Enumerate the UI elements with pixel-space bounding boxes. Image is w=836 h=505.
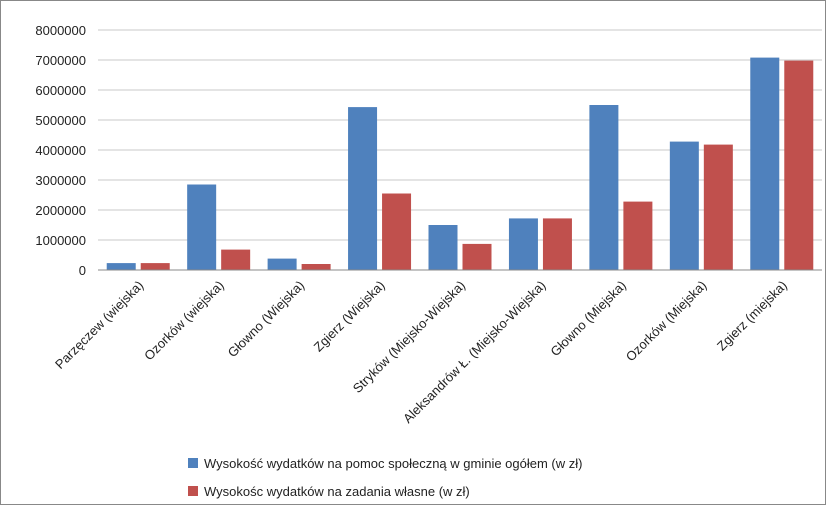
bar-series-2 — [703, 144, 733, 270]
bar-series-1 — [348, 107, 378, 270]
y-tick-label: 0 — [79, 263, 86, 278]
bar-series-2 — [462, 243, 492, 270]
y-axis-tick-labels: 0 1000000 2000000 3000000 4000000 5000000 6000… — [35, 23, 86, 278]
y-tick-label: 4000000 — [35, 143, 86, 158]
y-tick-label: 6000000 — [35, 83, 86, 98]
y-tick-label: 7000000 — [35, 53, 86, 68]
bar-series-1 — [508, 218, 538, 270]
legend-swatch-series-1 — [188, 458, 198, 468]
bar-series-1 — [428, 225, 458, 270]
y-tick-label: 8000000 — [35, 23, 86, 38]
legend-label-series-2: Wysokośc wydatków na zadania własne (w z… — [204, 484, 470, 499]
y-tick-label: 3000000 — [35, 173, 86, 188]
bars — [106, 57, 814, 270]
bar-series-2 — [623, 201, 653, 270]
bar-series-1 — [106, 263, 136, 270]
y-tick-label: 1000000 — [35, 233, 86, 248]
bar-series-2 — [784, 60, 814, 270]
bar-series-2 — [140, 263, 170, 270]
bar-series-2 — [542, 218, 572, 270]
bar-series-1 — [750, 57, 780, 270]
bar-series-2 — [382, 193, 412, 270]
bar-series-2 — [221, 249, 251, 270]
bar-series-1 — [267, 258, 297, 270]
gridlines — [98, 29, 822, 241]
legend-swatch-series-2 — [188, 486, 198, 496]
bar-series-1 — [187, 184, 217, 270]
y-tick-label: 2000000 — [35, 203, 86, 218]
legend: Wysokość wydatków na pomoc społeczną w g… — [188, 456, 582, 499]
bar-series-2 — [301, 264, 331, 270]
bar-series-1 — [669, 141, 699, 270]
legend-label-series-1: Wysokość wydatków na pomoc społeczną w g… — [204, 456, 582, 471]
y-tick-label: 5000000 — [35, 113, 86, 128]
bar-series-1 — [589, 105, 619, 270]
